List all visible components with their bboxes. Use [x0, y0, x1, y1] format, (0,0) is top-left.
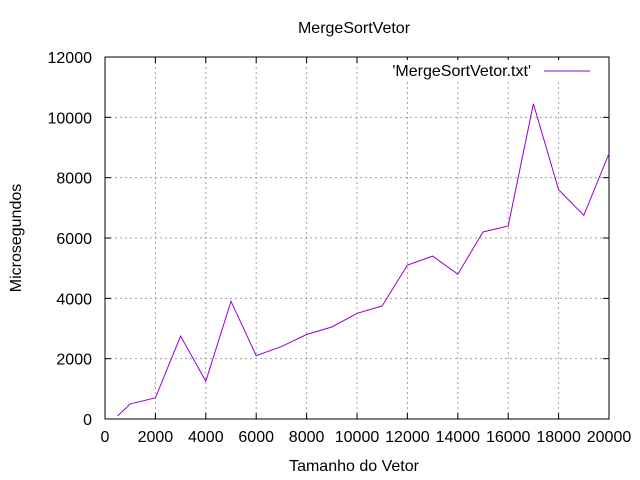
x-tick-label: 18000 — [536, 429, 581, 446]
x-tick-label: 8000 — [289, 429, 325, 446]
chart-title: MergeSortVetor — [298, 20, 411, 37]
x-tick-label: 16000 — [486, 429, 531, 446]
x-tick-label: 12000 — [385, 429, 430, 446]
x-axis-label: Tamanho do Vetor — [289, 458, 420, 475]
y-tick-label: 12000 — [48, 50, 93, 67]
y-tick-label: 0 — [83, 412, 92, 429]
grid — [105, 57, 609, 419]
legend: 'MergeSortVetor.txt' — [386, 60, 601, 82]
series-line — [117, 103, 610, 417]
y-tick-label: 6000 — [56, 231, 92, 248]
y-tick-label: 2000 — [56, 352, 92, 369]
x-tick-label: 10000 — [335, 429, 380, 446]
x-tick-label: 14000 — [436, 429, 481, 446]
ticks: 0 2000 4000 6000 8000 10000 12000 14000 16000 180… — [48, 50, 632, 446]
legend-label: 'MergeSortVetor.txt' — [392, 63, 531, 80]
x-tick-label: 0 — [101, 429, 110, 446]
x-tick-label: 6000 — [238, 429, 274, 446]
series-layer — [117, 103, 610, 417]
x-tick-label: 2000 — [138, 429, 174, 446]
y-axis-label: Microsegundos — [8, 184, 25, 293]
legend-background — [386, 60, 601, 82]
y-tick-label: 8000 — [56, 171, 92, 188]
y-tick-label: 4000 — [56, 291, 92, 308]
x-tick-label: 4000 — [188, 429, 224, 446]
y-tick-label: 10000 — [48, 110, 93, 127]
x-tick-label: 20000 — [587, 429, 632, 446]
